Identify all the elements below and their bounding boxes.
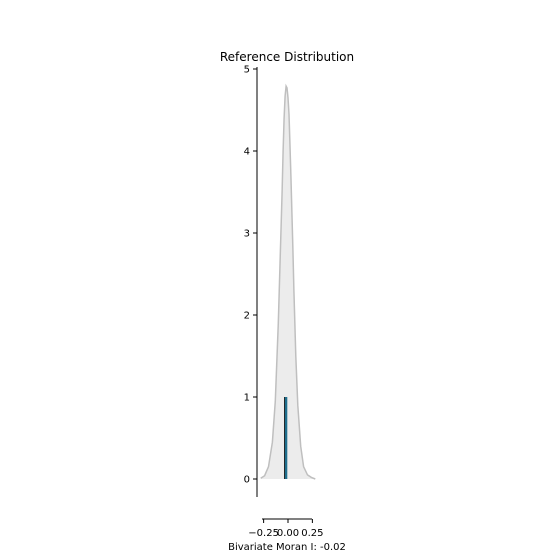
x-tick-label: −0.25 bbox=[248, 528, 279, 539]
y-tick-label: 3 bbox=[244, 229, 250, 240]
x-tick-label: 0.00 bbox=[277, 528, 299, 539]
x-tick-label: 0.25 bbox=[301, 528, 323, 539]
y-tick-label: 4 bbox=[244, 147, 250, 158]
density-area bbox=[260, 86, 316, 479]
x-axis: −0.250.00 0.25 bbox=[248, 518, 324, 539]
y-tick-label: 2 bbox=[244, 311, 250, 322]
plot-area bbox=[260, 83, 316, 480]
y-tick-label: 5 bbox=[244, 65, 250, 76]
y-tick-label: 0 bbox=[244, 475, 250, 486]
chart-title: Reference Distribution bbox=[220, 50, 354, 64]
y-tick-label: 1 bbox=[244, 393, 250, 404]
density-line bbox=[260, 83, 316, 480]
x-axis-label: Bivariate Moran I: -0.02 bbox=[228, 542, 346, 553]
y-axis: 0 1 2 3 4 5 bbox=[244, 65, 258, 497]
